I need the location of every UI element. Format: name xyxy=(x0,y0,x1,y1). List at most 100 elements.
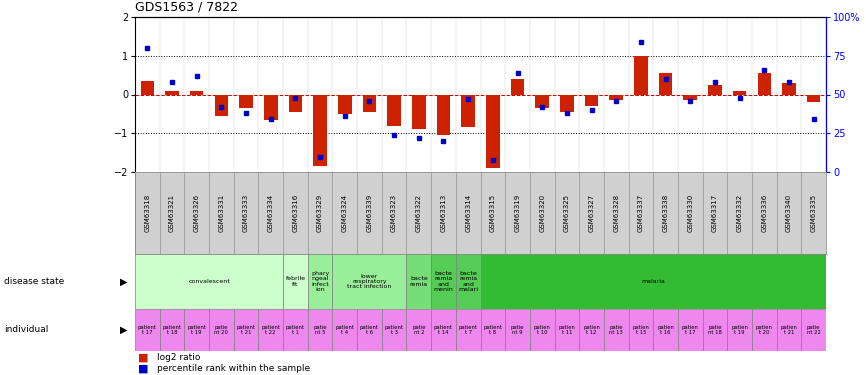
Text: patie
nt 13: patie nt 13 xyxy=(610,325,624,335)
Text: bacte
remia
and
menin: bacte remia and menin xyxy=(434,271,454,292)
Text: GSM63330: GSM63330 xyxy=(688,194,694,232)
Bar xyxy=(708,85,721,94)
Text: bacte
remia
and
malari: bacte remia and malari xyxy=(458,271,478,292)
Text: patient
t 19: patient t 19 xyxy=(187,325,206,335)
Bar xyxy=(283,254,307,309)
Bar xyxy=(634,56,648,94)
Text: GSM63337: GSM63337 xyxy=(638,194,644,232)
Text: patient
t 7: patient t 7 xyxy=(459,325,478,335)
Text: patient
t 8: patient t 8 xyxy=(483,325,502,335)
Bar xyxy=(234,309,258,351)
Text: malaria: malaria xyxy=(642,279,665,284)
Text: patie
nt 22: patie nt 22 xyxy=(807,325,821,335)
Bar xyxy=(239,94,253,108)
Text: GSM63326: GSM63326 xyxy=(194,194,200,232)
Text: patien
t 16: patien t 16 xyxy=(657,325,674,335)
Text: bacte
remia: bacte remia xyxy=(410,276,428,286)
Text: GSM63339: GSM63339 xyxy=(366,194,372,232)
Text: patient
t 18: patient t 18 xyxy=(163,325,182,335)
Text: patien
t 15: patien t 15 xyxy=(632,325,650,335)
Bar xyxy=(560,94,573,112)
Text: GSM63319: GSM63319 xyxy=(514,194,520,232)
Bar xyxy=(629,309,653,351)
Bar xyxy=(511,79,524,94)
Text: log2 ratio: log2 ratio xyxy=(157,353,200,362)
Text: patient
t 21: patient t 21 xyxy=(236,325,255,335)
Bar xyxy=(752,309,777,351)
Text: patient
t 22: patient t 22 xyxy=(262,325,281,335)
Bar xyxy=(801,309,826,351)
Bar xyxy=(288,94,302,112)
Text: GSM63333: GSM63333 xyxy=(243,194,249,232)
Text: patien
t 17: patien t 17 xyxy=(682,325,699,335)
Text: GSM63324: GSM63324 xyxy=(342,194,348,232)
Bar xyxy=(307,309,333,351)
Text: patient
t 1: patient t 1 xyxy=(286,325,305,335)
Bar xyxy=(382,309,406,351)
Text: patient
t 6: patient t 6 xyxy=(360,325,379,335)
Text: patient
t 14: patient t 14 xyxy=(434,325,453,335)
Bar xyxy=(190,91,204,94)
Text: ■: ■ xyxy=(138,352,148,363)
Text: GSM63321: GSM63321 xyxy=(169,194,175,232)
Bar xyxy=(431,309,456,351)
Text: patien
t 11: patien t 11 xyxy=(559,325,575,335)
Bar xyxy=(135,309,159,351)
Bar xyxy=(184,309,209,351)
Text: GSM63315: GSM63315 xyxy=(490,194,496,232)
Bar xyxy=(535,94,549,108)
Text: phary
ngeal
infect
ion: phary ngeal infect ion xyxy=(311,271,329,292)
Text: patien
t 12: patien t 12 xyxy=(583,325,600,335)
Bar xyxy=(462,94,475,128)
Bar xyxy=(683,94,697,100)
Bar xyxy=(505,309,530,351)
Text: patien
t 21: patien t 21 xyxy=(780,325,798,335)
Bar xyxy=(659,73,672,94)
Bar xyxy=(333,309,357,351)
Bar xyxy=(357,309,382,351)
Bar xyxy=(554,309,579,351)
Text: GSM63323: GSM63323 xyxy=(391,194,397,232)
Bar xyxy=(307,254,333,309)
Text: GSM63329: GSM63329 xyxy=(317,194,323,232)
Bar xyxy=(604,309,629,351)
Text: GSM63334: GSM63334 xyxy=(268,194,274,232)
Bar xyxy=(313,94,326,166)
Bar xyxy=(140,81,154,94)
Bar xyxy=(579,309,604,351)
Text: lower
respiratory
tract infection: lower respiratory tract infection xyxy=(347,274,391,289)
Bar xyxy=(135,254,283,309)
Text: ▶: ▶ xyxy=(120,325,127,335)
Bar xyxy=(412,94,425,129)
Text: patie
nt 9: patie nt 9 xyxy=(511,325,524,335)
Text: patien
t 19: patien t 19 xyxy=(731,325,748,335)
Bar xyxy=(481,254,826,309)
Bar xyxy=(406,309,431,351)
Bar xyxy=(264,94,277,120)
Bar xyxy=(610,94,623,100)
Text: GSM63320: GSM63320 xyxy=(540,194,546,232)
Bar xyxy=(727,309,752,351)
Text: GSM63335: GSM63335 xyxy=(811,194,817,232)
Bar xyxy=(486,94,500,168)
Text: febrile
fit: febrile fit xyxy=(286,276,306,286)
Bar xyxy=(456,309,481,351)
Text: GSM63331: GSM63331 xyxy=(218,194,224,232)
Text: patie
nt 20: patie nt 20 xyxy=(215,325,229,335)
Text: patien
t 20: patien t 20 xyxy=(756,325,772,335)
Text: GSM63318: GSM63318 xyxy=(145,194,151,232)
Bar xyxy=(338,94,352,114)
Bar xyxy=(406,254,431,309)
Text: GSM63317: GSM63317 xyxy=(712,194,718,232)
Text: patient
t 4: patient t 4 xyxy=(335,325,354,335)
Bar xyxy=(653,309,678,351)
Text: GSM63322: GSM63322 xyxy=(416,194,422,232)
Text: GDS1563 / 7822: GDS1563 / 7822 xyxy=(135,0,238,13)
Text: GSM63328: GSM63328 xyxy=(613,194,619,232)
Text: patient
t 17: patient t 17 xyxy=(138,325,157,335)
Bar xyxy=(481,309,505,351)
Text: patient
t 3: patient t 3 xyxy=(385,325,404,335)
Text: GSM63314: GSM63314 xyxy=(465,194,471,232)
Bar xyxy=(733,91,746,94)
Bar xyxy=(363,94,376,112)
